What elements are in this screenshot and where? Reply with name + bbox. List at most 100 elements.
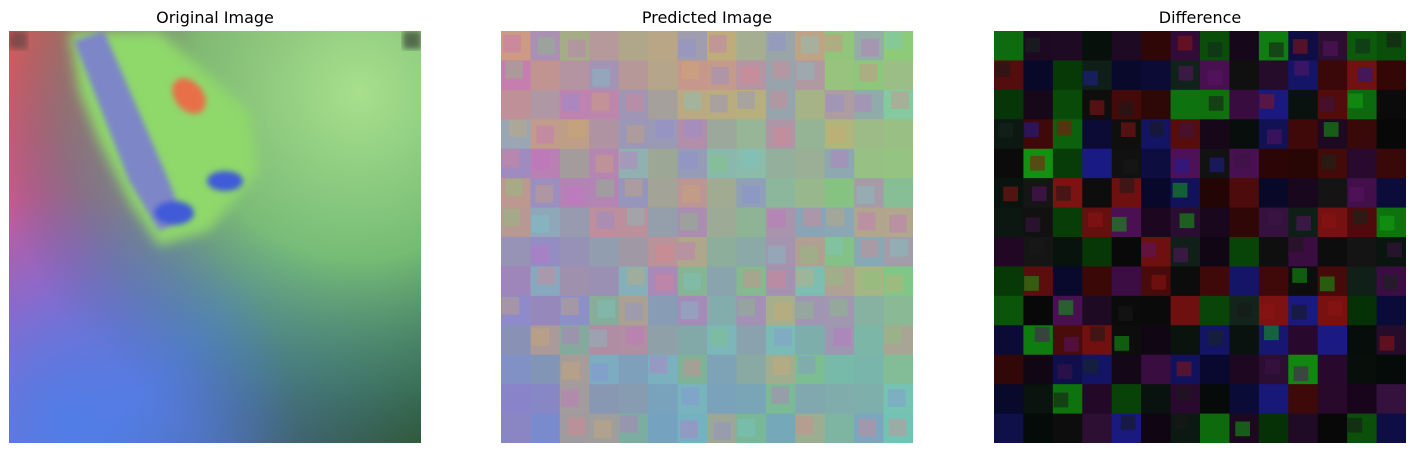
predicted-tile <box>854 148 885 179</box>
predicted-tile <box>589 237 620 268</box>
difference-tile <box>1288 148 1319 179</box>
difference-tile <box>1317 60 1348 91</box>
predicted-tile <box>648 266 679 297</box>
difference-tile <box>1141 413 1172 443</box>
predicted-tile <box>765 266 796 297</box>
predicted-tile-texture <box>854 94 872 112</box>
predicted-tile <box>824 148 855 179</box>
predicted-tile <box>765 237 796 268</box>
difference-tile <box>1258 384 1289 415</box>
predicted-tile-texture <box>767 270 786 289</box>
predicted-tile <box>736 207 767 238</box>
predicted-tile-texture <box>857 212 876 231</box>
difference-tile <box>1229 325 1260 356</box>
predicted-tile-texture <box>501 149 520 168</box>
predicted-tile <box>648 384 679 415</box>
predicted-tile <box>854 119 885 150</box>
predicted-tile-texture <box>681 387 700 406</box>
predicted-tile <box>677 266 708 297</box>
predicted-tile-texture <box>683 272 702 291</box>
predicted-tile <box>618 89 649 120</box>
predicted-tile <box>589 354 620 385</box>
difference-tile <box>1170 325 1201 356</box>
difference-tile <box>1141 89 1172 120</box>
predicted-tile-texture <box>626 326 644 345</box>
predicted-tile <box>559 148 590 179</box>
difference-tile-texture <box>1031 186 1047 202</box>
predicted-tile <box>677 178 708 209</box>
difference-tile-texture <box>1151 274 1167 290</box>
predicted-tile <box>677 119 708 150</box>
predicted-tile <box>501 295 532 326</box>
predicted-tile <box>589 207 620 238</box>
predicted-tile <box>530 119 561 150</box>
predicted-tile-texture <box>742 185 760 204</box>
difference-tile <box>1052 31 1083 62</box>
predicted-tile <box>618 31 649 62</box>
difference-tile <box>1376 89 1406 120</box>
predicted-tile <box>530 295 561 326</box>
difference-tile-texture <box>1207 70 1223 85</box>
predicted-tile-texture <box>824 34 843 52</box>
predicted-tile <box>824 384 855 415</box>
predicted-tile-texture <box>768 33 786 51</box>
predicted-tile <box>618 266 649 297</box>
difference-tile <box>1111 60 1142 91</box>
predicted-tile <box>501 413 532 443</box>
predicted-tile <box>559 89 590 120</box>
predicted-tile <box>765 207 796 238</box>
difference-tile <box>1376 413 1406 443</box>
predicted-tile <box>824 295 855 326</box>
predicted-tile-texture <box>772 357 791 376</box>
predicted-tile-texture <box>884 325 902 344</box>
difference-tile <box>1141 295 1172 326</box>
predicted-tile <box>707 119 738 150</box>
predicted-tile <box>501 31 532 62</box>
predicted-tile <box>736 295 767 326</box>
predicted-tile-texture <box>856 186 875 205</box>
difference-tile-texture <box>1118 101 1134 116</box>
difference-tile <box>1111 266 1142 297</box>
difference-tile <box>1082 237 1113 268</box>
predicted-tile-texture <box>505 60 523 79</box>
predicted-tile <box>736 384 767 415</box>
difference-tile-texture <box>1172 182 1188 198</box>
predicted-tile-texture <box>829 181 847 200</box>
difference-tile-texture <box>1057 364 1073 380</box>
difference-tile <box>1288 384 1319 415</box>
difference-tile-texture <box>1386 32 1402 48</box>
difference-tile <box>1347 354 1378 385</box>
predicted-tile <box>795 31 826 62</box>
difference-tile <box>1347 266 1378 297</box>
difference-image-canvas <box>994 31 1406 443</box>
predicted-tile-texture <box>625 302 643 321</box>
predicted-tile-texture <box>568 39 586 58</box>
difference-tile <box>1317 178 1348 209</box>
predicted-tile-texture <box>537 36 555 55</box>
difference-tile <box>1229 237 1260 268</box>
difference-tile-texture <box>1320 96 1335 112</box>
difference-tile-texture <box>1003 186 1018 202</box>
predicted-tile-texture <box>531 245 549 263</box>
difference-tile-texture <box>1119 178 1135 193</box>
difference-tile <box>994 31 1025 62</box>
predicted-tile-texture <box>591 92 610 111</box>
predicted-tile <box>618 413 649 443</box>
difference-tile-texture <box>1141 242 1157 258</box>
predicted-tile <box>765 354 796 385</box>
predicted-tile-texture <box>624 178 643 197</box>
difference-tile-texture <box>1288 237 1304 253</box>
predicted-tile <box>765 178 796 209</box>
predicted-tile <box>501 119 532 150</box>
difference-tile <box>1052 413 1083 443</box>
predicted-tile <box>530 237 561 268</box>
predicted-tile <box>883 89 913 120</box>
predicted-tile <box>824 237 855 268</box>
predicted-tile <box>677 31 708 62</box>
predicted-tile <box>883 266 913 297</box>
predicted-tile <box>707 207 738 238</box>
difference-tile <box>994 207 1025 238</box>
difference-tile-texture <box>1383 274 1398 290</box>
predicted-tile-texture <box>891 91 909 109</box>
predicted-tile <box>854 207 885 238</box>
